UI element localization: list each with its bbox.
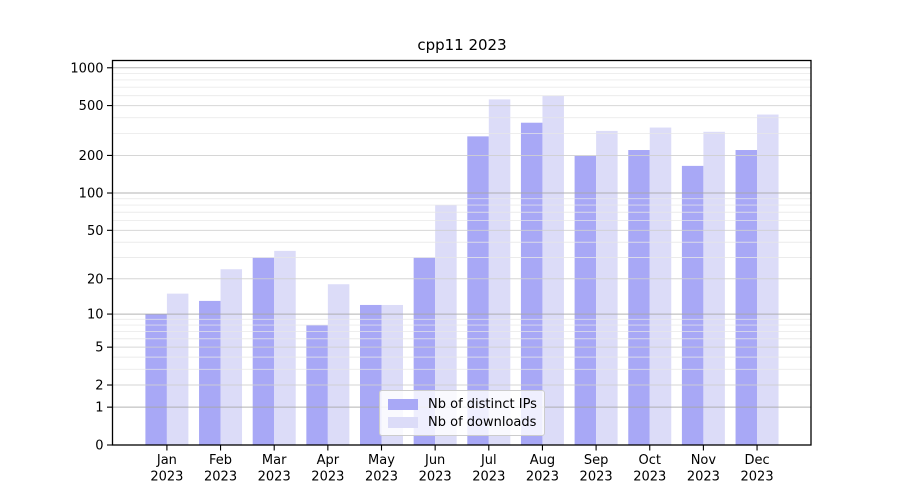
- bar-downloads-oct: [649, 127, 672, 446]
- x-tick-label-month: Jan: [156, 453, 177, 468]
- bar-downloads-aug: [542, 95, 564, 445]
- y-tick-label: 20: [87, 272, 104, 287]
- x-tick-label-month: Dec: [744, 453, 769, 468]
- x-tick-label-year: 2023: [687, 470, 720, 485]
- bar-distinct-ips-dec: [735, 150, 758, 446]
- bar-distinct-ips-jul: [467, 136, 489, 445]
- x-tick-label-year: 2023: [741, 470, 774, 485]
- x-tick-label-year: 2023: [633, 470, 666, 485]
- y-tick-label: 100: [79, 187, 104, 202]
- x-tick-label-year: 2023: [419, 470, 452, 485]
- legend-item-downloads: Nb of downloads: [388, 414, 536, 432]
- bar-distinct-ips-oct: [628, 150, 650, 446]
- bar-downloads-nov: [703, 131, 725, 446]
- bar-downloads-jul: [488, 99, 511, 445]
- y-tick-label: 200: [79, 149, 104, 164]
- bar-downloads-dec: [757, 114, 779, 445]
- chart-title: cpp11 2023: [417, 36, 507, 54]
- y-tick-label: 1000: [70, 61, 103, 76]
- y-tick-label: 0: [95, 439, 103, 454]
- x-tick-label-month: Oct: [639, 453, 661, 468]
- bar-distinct-ips-sep: [574, 155, 597, 446]
- legend-item-distinct-ips: Nb of distinct IPs: [388, 396, 537, 414]
- bar-distinct-ips-may: [360, 304, 382, 445]
- x-tick-label-year: 2023: [311, 470, 344, 485]
- y-tick-label: 500: [79, 99, 104, 114]
- bar-distinct-ips-aug: [520, 122, 543, 445]
- y-tick-label: 10: [87, 308, 104, 323]
- legend-swatch-distinct-ips: [388, 399, 418, 411]
- legend: Nb of distinct IPs Nb of downloads: [379, 390, 545, 436]
- x-tick-label-month: Mar: [262, 453, 287, 468]
- legend-label-downloads: Nb of downloads: [428, 414, 537, 430]
- x-tick-label-month: Nov: [691, 453, 717, 468]
- x-tick-label-year: 2023: [580, 470, 613, 485]
- bar-distinct-ips-feb: [199, 300, 221, 445]
- x-tick-label-year: 2023: [258, 470, 291, 485]
- bar-distinct-ips-nov: [681, 165, 704, 445]
- bar-downloads-apr: [327, 284, 350, 445]
- legend-label-distinct-ips: Nb of distinct IPs: [428, 397, 537, 413]
- x-tick-label-year: 2023: [204, 470, 237, 485]
- y-tick-label: 5: [95, 341, 103, 356]
- x-tick-label-year: 2023: [526, 470, 559, 485]
- bar-downloads-mar: [274, 250, 296, 445]
- x-tick-label-year: 2023: [472, 470, 505, 485]
- x-tick-label-month: Jun: [424, 453, 445, 468]
- x-tick-label-month: Aug: [530, 453, 555, 468]
- y-tick-label: 2: [95, 379, 103, 394]
- x-tick-label-month: Feb: [209, 453, 232, 468]
- x-tick-label-year: 2023: [150, 470, 183, 485]
- y-tick-label: 1: [95, 401, 103, 416]
- plot-border: [111, 59, 812, 446]
- bar-distinct-ips-jan: [145, 314, 167, 445]
- x-tick-label-month: Apr: [317, 453, 340, 468]
- x-tick-label-year: 2023: [365, 470, 398, 485]
- legend-swatch-downloads: [388, 416, 418, 428]
- y-tick-label: 50: [87, 224, 104, 239]
- x-tick-label-month: Sep: [584, 453, 609, 468]
- bar-distinct-ips-mar: [252, 257, 275, 445]
- x-tick-label-month: Jul: [480, 453, 497, 468]
- x-tick-label-month: May: [368, 453, 395, 468]
- bar-downloads-sep: [596, 130, 618, 445]
